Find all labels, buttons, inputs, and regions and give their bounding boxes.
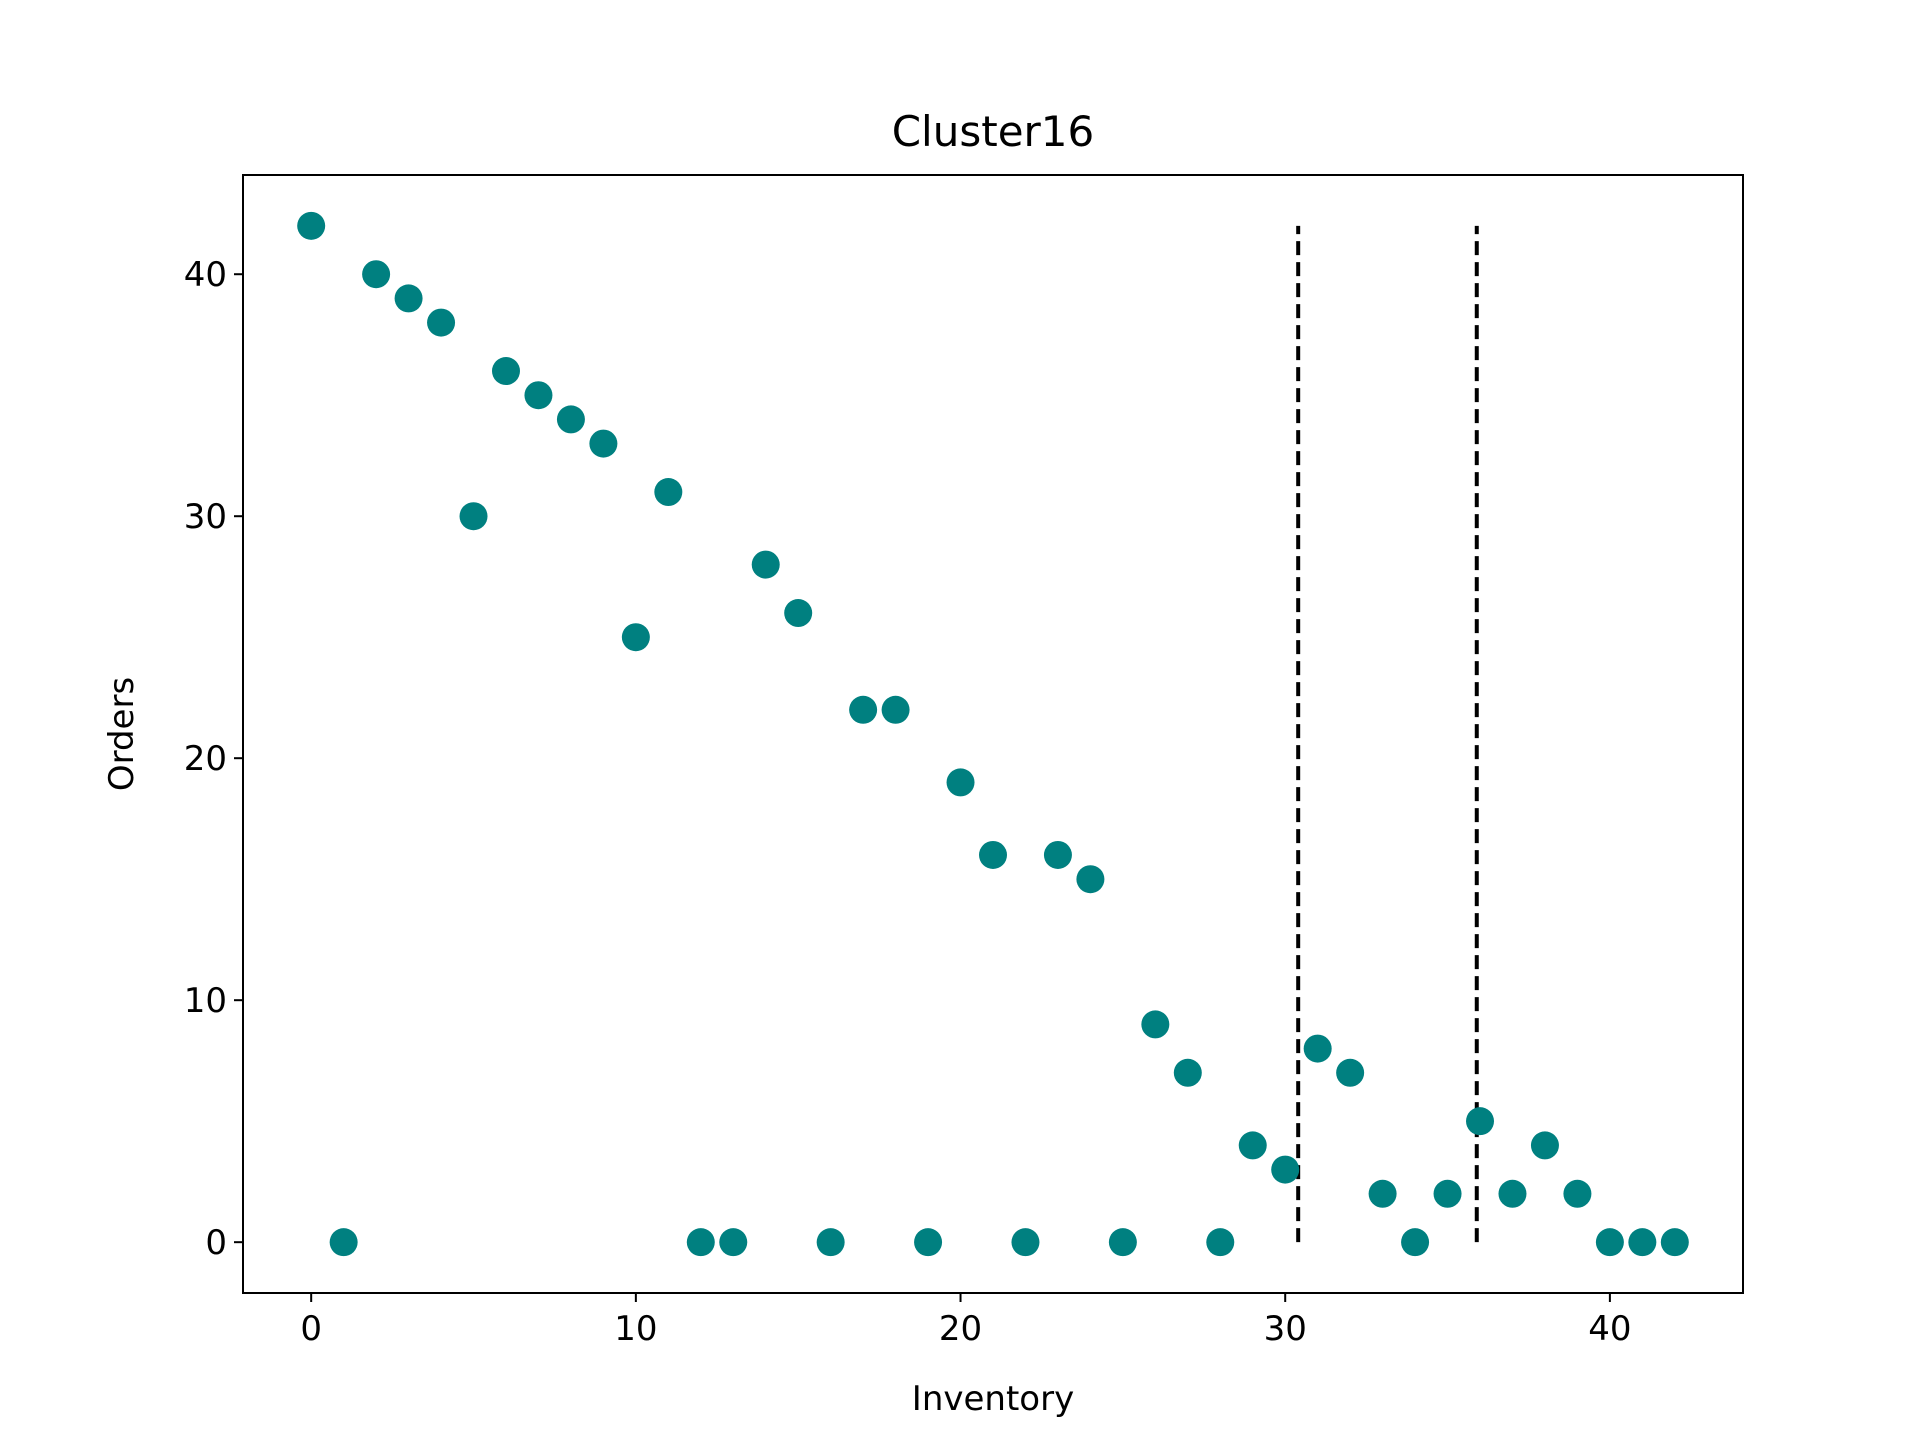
data-point xyxy=(1401,1228,1430,1257)
data-point xyxy=(1043,840,1072,869)
data-point xyxy=(1433,1179,1462,1208)
x-axis-label: Inventory xyxy=(912,1379,1074,1419)
data-point xyxy=(1238,1131,1267,1160)
x-tick-label: 10 xyxy=(614,1309,657,1349)
data-point xyxy=(686,1228,715,1257)
data-point xyxy=(1595,1228,1624,1257)
data-point xyxy=(784,599,813,628)
data-point xyxy=(1303,1034,1332,1063)
data-point xyxy=(751,550,780,579)
data-point xyxy=(1011,1228,1040,1257)
data-point xyxy=(1336,1058,1365,1087)
data-point xyxy=(1498,1179,1527,1208)
y-tick-label: 40 xyxy=(184,255,227,295)
data-point xyxy=(362,260,391,289)
data-point xyxy=(459,502,488,531)
data-point xyxy=(849,695,878,724)
data-point xyxy=(1173,1058,1202,1087)
data-point xyxy=(1141,1010,1170,1039)
data-point xyxy=(1368,1179,1397,1208)
data-point xyxy=(491,357,520,386)
data-point xyxy=(1206,1228,1235,1257)
data-point xyxy=(1076,865,1105,894)
y-tick-label: 10 xyxy=(184,981,227,1021)
plot-frame xyxy=(242,174,1744,1294)
points-layer xyxy=(297,211,1689,1257)
data-point xyxy=(1108,1228,1137,1257)
data-point xyxy=(556,405,585,434)
y-tick-label: 0 xyxy=(205,1223,227,1263)
data-point xyxy=(654,478,683,507)
x-tick-label: 20 xyxy=(939,1309,982,1349)
vlines-layer xyxy=(1296,225,1479,1243)
data-point xyxy=(297,211,326,240)
data-point xyxy=(1530,1131,1559,1160)
data-point xyxy=(719,1228,748,1257)
x-tick-label: 30 xyxy=(1264,1309,1307,1349)
data-point xyxy=(914,1228,943,1257)
data-point xyxy=(589,429,618,458)
data-point xyxy=(621,623,650,652)
data-point xyxy=(1271,1155,1300,1184)
data-point xyxy=(524,381,553,410)
data-point xyxy=(816,1228,845,1257)
y-tick-label: 20 xyxy=(184,739,227,779)
y-axis-label: Orders xyxy=(102,677,142,791)
chart-title: Cluster16 xyxy=(892,107,1095,156)
x-axis-ticks: 0 10 20 30 40 xyxy=(300,1293,1632,1349)
data-point xyxy=(979,840,1007,869)
y-tick-label: 30 xyxy=(184,497,227,537)
data-point xyxy=(1563,1179,1592,1208)
data-point xyxy=(1628,1228,1657,1257)
data-point xyxy=(1466,1107,1495,1136)
y-axis-ticks: 0 10 20 30 40 xyxy=(184,255,243,1263)
data-point xyxy=(1660,1228,1689,1257)
data-point xyxy=(881,695,910,724)
x-tick-label: 0 xyxy=(300,1309,322,1349)
data-point xyxy=(427,308,456,337)
data-point xyxy=(394,284,423,313)
x-tick-label: 40 xyxy=(1588,1309,1631,1349)
data-point xyxy=(946,768,975,797)
data-point xyxy=(329,1228,358,1257)
